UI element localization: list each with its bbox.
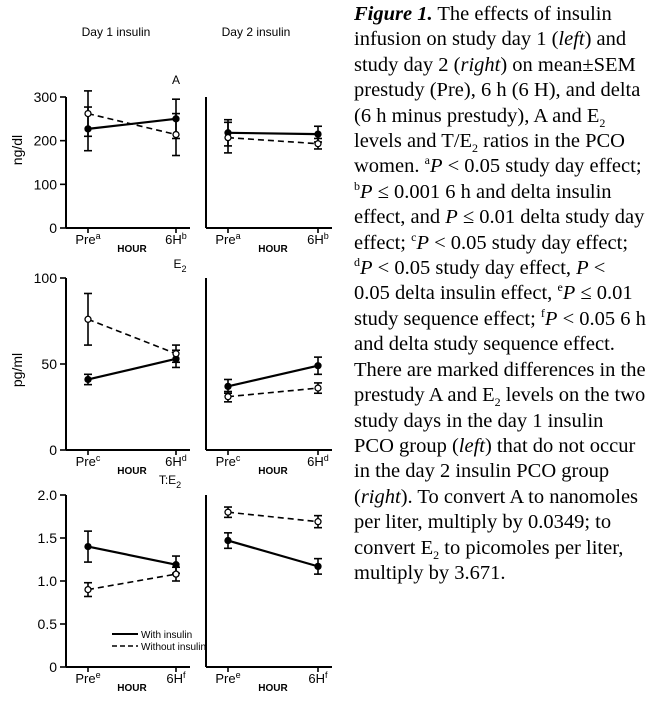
x-axis-label: HOUR bbox=[258, 683, 288, 694]
x-tick-label: Prea bbox=[215, 231, 240, 247]
y-tick-label: 1.0 bbox=[38, 573, 58, 589]
x-tick-label: 6Hd bbox=[307, 453, 329, 469]
x-tick-label: 6Hd bbox=[165, 453, 187, 469]
y-axis-label: ng/dl bbox=[9, 135, 25, 165]
panel-label: T:E2 bbox=[159, 473, 181, 490]
series-line-with-insulin bbox=[227, 131, 319, 136]
series-line-with-insulin bbox=[227, 364, 319, 388]
panel-label: E2 bbox=[173, 257, 186, 274]
x-tick-label: 6Hb bbox=[165, 231, 187, 247]
y-tick-label: 300 bbox=[34, 89, 58, 105]
y-tick-label: 1.5 bbox=[38, 530, 58, 546]
x-tick-label: 6Hf bbox=[308, 670, 328, 686]
series-line-without-insulin bbox=[87, 112, 177, 136]
data-point-with-insulin bbox=[84, 375, 92, 384]
x-tick-label: 6Hf bbox=[166, 670, 186, 686]
data-point-without-insulin bbox=[224, 133, 232, 142]
x-tick-label: Prea bbox=[75, 231, 100, 247]
data-point-with-insulin bbox=[224, 382, 232, 391]
y-tick-label: 0 bbox=[49, 659, 57, 675]
x-axis-label: HOUR bbox=[258, 466, 288, 477]
y-tick-label: 0 bbox=[49, 442, 57, 458]
column-title: Day 2 insulin bbox=[222, 25, 291, 39]
data-point-without-insulin bbox=[224, 508, 232, 516]
data-point-without-insulin bbox=[172, 130, 180, 139]
y-tick-label: 0 bbox=[49, 220, 57, 236]
data-point-without-insulin bbox=[224, 393, 232, 401]
series-line-without-insulin bbox=[87, 573, 177, 591]
x-tick-label: Prec bbox=[76, 453, 101, 469]
y-tick-label: 0.5 bbox=[38, 616, 58, 632]
data-point-with-insulin bbox=[224, 536, 232, 545]
data-point-with-insulin bbox=[314, 362, 322, 370]
series-line-without-insulin bbox=[227, 511, 319, 523]
series-line-with-insulin bbox=[87, 357, 177, 381]
legend-label: Without insulin bbox=[141, 642, 206, 653]
x-tick-label: 6Hb bbox=[307, 231, 329, 247]
series-line-with-insulin bbox=[227, 539, 319, 568]
series-line-without-insulin bbox=[227, 387, 319, 398]
panel-label: A bbox=[172, 73, 180, 87]
x-tick-label: Pree bbox=[75, 670, 100, 686]
series-line-without-insulin bbox=[227, 136, 319, 145]
data-point-with-insulin bbox=[84, 542, 92, 551]
caption-figure-label: Figure 1. bbox=[354, 3, 433, 25]
x-tick-label: Prec bbox=[216, 453, 241, 469]
x-axis-label: HOUR bbox=[117, 244, 147, 255]
y-tick-label: 2.0 bbox=[38, 487, 58, 503]
data-point-without-insulin bbox=[314, 140, 322, 148]
y-tick-label: 100 bbox=[34, 176, 58, 192]
column-title: Day 1 insulin bbox=[82, 25, 151, 39]
data-point-with-insulin bbox=[314, 562, 322, 571]
data-point-with-insulin bbox=[314, 130, 322, 138]
y-axis-label: pg/ml bbox=[9, 353, 25, 387]
series-line-without-insulin bbox=[87, 318, 177, 355]
data-point-without-insulin bbox=[84, 109, 92, 118]
x-tick-label: Pree bbox=[215, 670, 240, 686]
data-point-without-insulin bbox=[314, 518, 322, 526]
y-tick-label: 100 bbox=[34, 270, 58, 286]
figure-chart: 0 100 200 300 Prea 6Hb HOUR A Prea 6Hb HOUR 0 50 100 P… bbox=[9, 25, 332, 694]
x-axis-label: HOUR bbox=[258, 244, 288, 255]
data-point-without-insulin bbox=[172, 570, 180, 578]
figure-caption: Figure 1. The effects of insulin infusio… bbox=[354, 3, 646, 584]
y-tick-label: 200 bbox=[34, 133, 58, 149]
data-point-without-insulin bbox=[314, 384, 322, 392]
x-axis-label: HOUR bbox=[117, 683, 147, 694]
legend-label: With insulin bbox=[141, 630, 192, 641]
data-point-without-insulin bbox=[84, 315, 92, 323]
data-point-without-insulin bbox=[172, 350, 180, 358]
series-line-with-insulin bbox=[87, 545, 177, 566]
y-tick-label: 50 bbox=[41, 356, 57, 372]
x-axis-label: HOUR bbox=[117, 466, 147, 477]
data-point-without-insulin bbox=[84, 585, 92, 594]
